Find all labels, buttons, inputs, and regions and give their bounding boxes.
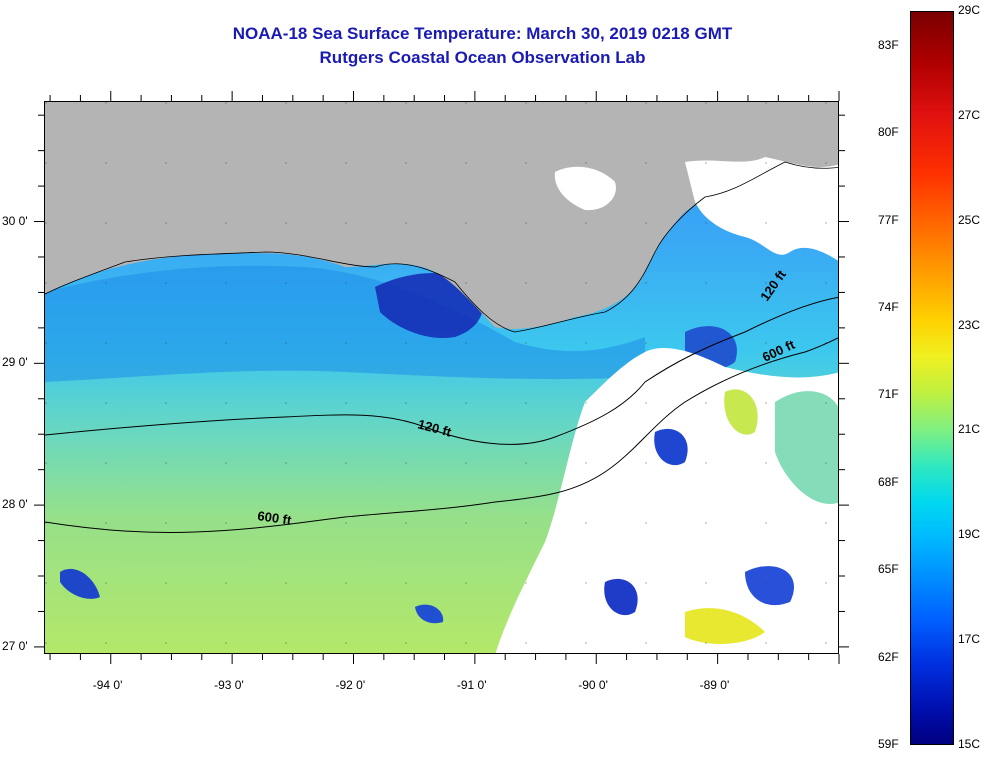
colorbar-celsius-label: 29C: [958, 3, 981, 17]
lon-label: -91 0': [456, 678, 487, 692]
lon-label: -93 0': [214, 678, 244, 692]
colorbar-celsius-label: 19C: [958, 527, 981, 542]
colorbar-fahrenheit-label: 83F: [878, 37, 899, 52]
contour-600ft-line: [45, 337, 838, 534]
colorbar-fahrenheit-label: 77F: [878, 212, 899, 227]
colorbar-celsius-label: 23C: [958, 317, 981, 332]
colorbar-fahrenheit-label: 71F: [878, 387, 899, 402]
colorbar-fahrenheit-label: 65F: [878, 562, 899, 577]
lat-label: 28 0': [2, 497, 28, 512]
colorbar-fahrenheit-label: 62F: [878, 649, 899, 664]
sst-map-svg: 120 ft 600 ft 120 ft 600 ft: [45, 102, 838, 653]
colorbar-fahrenheit-label: 68F: [878, 474, 899, 489]
map-subtitle: Rutgers Coastal Ocean Observation Lab: [319, 48, 646, 67]
colorbar-celsius-label: 15C: [958, 737, 981, 751]
colorbar-celsius-label: 25C: [958, 212, 981, 227]
lat-label: 29 0': [2, 355, 28, 370]
colorbar-celsius-label: 21C: [958, 422, 981, 437]
contour-label-600ft-west: 600 ft: [257, 508, 293, 528]
colorbar-fahrenheit-label: 80F: [878, 125, 899, 140]
lat-label: 30 0': [2, 213, 28, 228]
colorbar-fahrenheit-label: 59F: [878, 737, 899, 751]
lon-label: -89 0': [699, 678, 730, 692]
colorbar-celsius-label: 17C: [958, 632, 981, 647]
lat-label: 27 0': [2, 638, 28, 653]
colorbar-celsius-label: 27C: [958, 107, 981, 122]
lon-label: -94 0': [92, 678, 123, 692]
lon-label: -90 0': [578, 678, 608, 692]
coastline: [45, 161, 838, 333]
map-title: NOAA-18 Sea Surface Temperature: March 3…: [232, 24, 733, 43]
lon-label: -92 0': [335, 678, 366, 692]
contour-120ft-line: [45, 296, 838, 445]
sst-map: 120 ft 600 ft 120 ft 600 ft: [44, 101, 839, 654]
temperature-colorbar: [910, 11, 954, 745]
colorbar-fahrenheit-label: 74F: [878, 300, 899, 315]
grid-overlay: [45, 102, 838, 653]
